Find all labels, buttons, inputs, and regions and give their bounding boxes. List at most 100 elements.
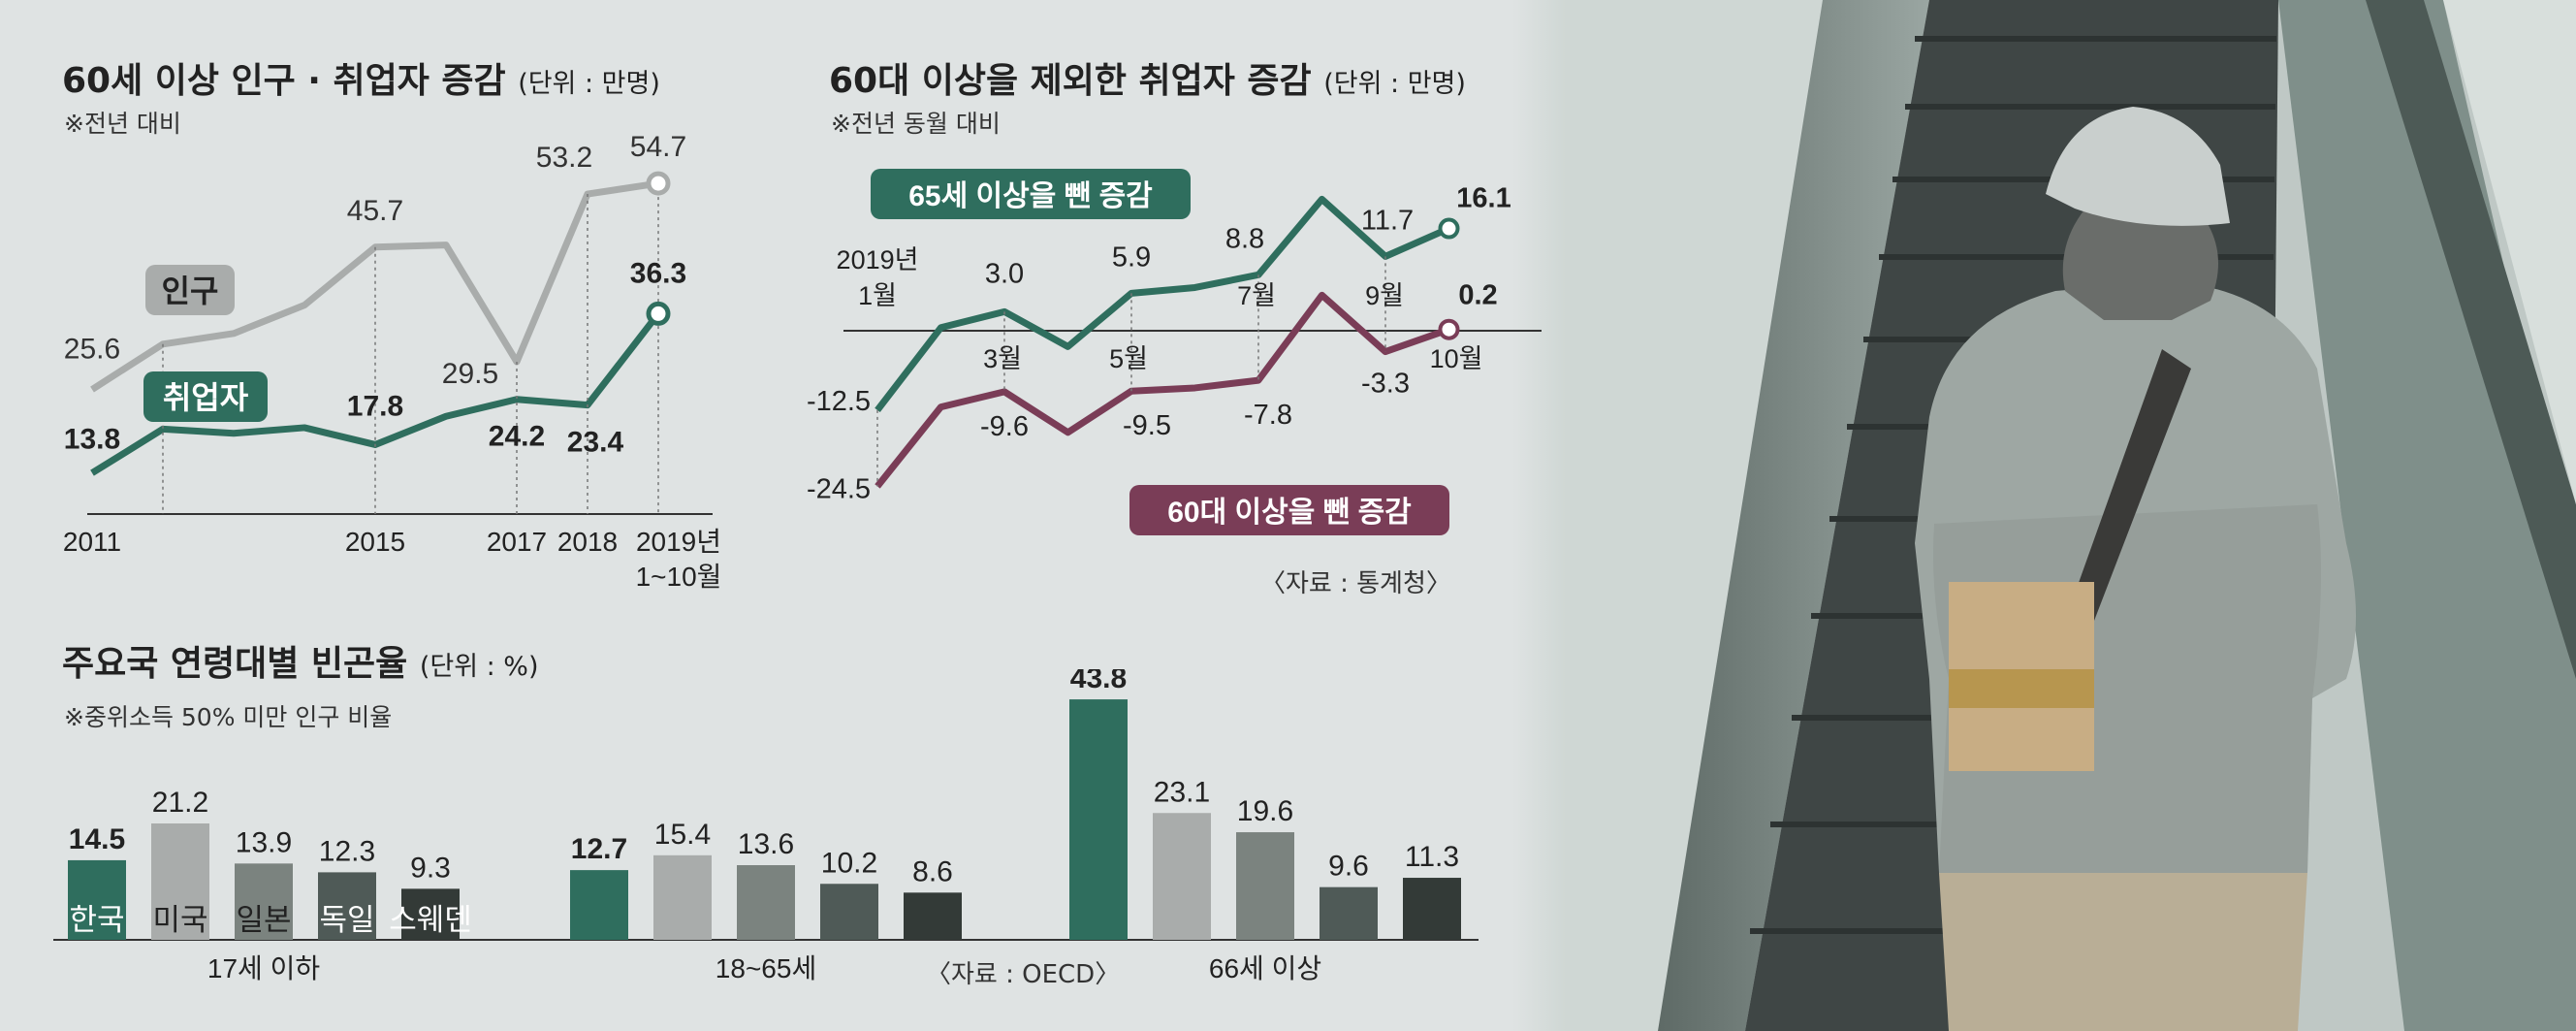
chart3-bar-0-0 xyxy=(68,859,126,940)
chart2-xtick-7: 7월 xyxy=(1237,281,1276,310)
chart3-bar-2-1 xyxy=(1153,813,1211,940)
chart2-excl-65-label-4: 5.9 xyxy=(1112,242,1151,273)
chart1-population-employment: 25.6 45.7 29.5 53.2 54.7 13.8 17.8 24.2 23.4 36.3… xyxy=(63,131,722,592)
chart3-bar-1-0 xyxy=(570,870,628,940)
chart3-value-2-1: 23.1 xyxy=(1154,776,1210,808)
chart3-country-label-2: 일본 xyxy=(236,903,291,937)
chart2-excl-65-label-8: 11.7 xyxy=(1361,205,1414,236)
chart1-population-label-7: 53.2 xyxy=(536,142,592,174)
chart3-value-2-0: 43.8 xyxy=(1070,669,1127,694)
chart1-legend-population: 인구 xyxy=(162,274,219,308)
chart2-legend-excl-65-box xyxy=(871,169,1191,219)
chart3-value-2-3: 9.6 xyxy=(1328,851,1369,883)
chart3-group-label-17under: 17세 이하 xyxy=(207,953,320,983)
chart3-group-label-66plus: 66세 이상 xyxy=(1209,953,1321,983)
chart2-xtick-9: 9월 xyxy=(1365,281,1404,310)
chart3-group-label-18-65: 18~65세 xyxy=(716,953,816,983)
chart2-excl-60-endpoint xyxy=(1438,318,1460,340)
chart1-population-label-4: 45.7 xyxy=(347,195,403,227)
chart2-employment-excl-60plus: -12.5 3.0 5.9 8.8 11.7 16.1 -24.5 -9.6 -9.5 -7.8 -… xyxy=(807,169,1542,535)
chart3-value-0-3: 12.3 xyxy=(319,835,375,867)
chart1-xtick-2015: 2015 xyxy=(345,527,405,557)
chart2-excl-65-label-6: 8.8 xyxy=(1225,223,1264,254)
chart3-value-1-1: 15.4 xyxy=(654,819,711,851)
chart2-xtick-5: 5월 xyxy=(1109,344,1148,373)
chart2-excl-65-label-9: 16.1 xyxy=(1456,183,1511,214)
chart1-employment-label-0: 13.8 xyxy=(64,424,120,456)
chart2-series-excl-60 xyxy=(875,291,1450,489)
chart1-note: ※전년 대비 xyxy=(64,110,181,138)
chart1-population-endpoint xyxy=(646,171,671,196)
chart1-employment-label-4: 17.8 xyxy=(347,390,403,422)
chart3-value-2-4: 11.3 xyxy=(1405,841,1459,873)
chart3-bar-0-4 xyxy=(401,888,460,940)
chart2-legend-excl-60-box xyxy=(1129,485,1449,535)
chart1-unit: (단위 : 만명) xyxy=(518,69,660,99)
chart3-bar-2-0 xyxy=(1069,699,1128,940)
chart1-xtick-2018: 2018 xyxy=(557,527,618,557)
chart3-bar-0-3 xyxy=(318,872,376,940)
chart3-note: ※중위소득 50% 미만 인구 비율 xyxy=(64,703,393,731)
chart1-xtick-2019: 2019년 xyxy=(636,527,721,557)
chart1-xtick-2019-range: 1~10월 xyxy=(636,562,722,592)
chart2-xtick-start-year: 2019년 xyxy=(837,245,919,274)
chart2-excl-60-label-6: -7.8 xyxy=(1244,400,1292,431)
chart3-value-0-4: 9.3 xyxy=(410,852,451,884)
chart2-excl-60-label-0: -24.5 xyxy=(807,473,871,504)
chart3-value-0-1: 21.2 xyxy=(152,787,208,819)
chart2-unit: (단위 : 만명) xyxy=(1323,69,1466,99)
chart3-value-1-0: 12.7 xyxy=(571,833,627,865)
chart2-xtick-start-month: 1월 xyxy=(858,281,897,310)
chart2-excl-60-label-2: -9.6 xyxy=(980,411,1029,442)
chart1-population-label-8: 54.7 xyxy=(630,131,686,163)
chart3-value-2-2: 19.6 xyxy=(1237,795,1293,827)
chart3-country-label-3: 독일 xyxy=(319,903,374,937)
chart2-excl-60-label-9: 0.2 xyxy=(1458,280,1497,311)
chart1-legend-employment: 취업자 xyxy=(163,380,249,415)
chart3-bar-1-1 xyxy=(653,854,712,940)
chart1-employment-label-7: 23.4 xyxy=(567,427,624,459)
chart3-title: 주요국 연령대별 빈곤율 (단위 : %) xyxy=(62,644,539,684)
chart2-legend-excl-60: 60대 이상을 뺀 증감 xyxy=(1167,497,1412,529)
chart3-country-label-0: 한국 xyxy=(69,903,124,937)
chart2-excl-65-label-0: -12.5 xyxy=(807,386,871,417)
chart2-excl-65-endpoint xyxy=(1438,217,1460,240)
chart3-bar-2-2 xyxy=(1236,832,1294,940)
chart3-bar-0-2 xyxy=(235,863,293,940)
chart3-bar-1-4 xyxy=(904,892,962,940)
chart1-employment-label-6: 24.2 xyxy=(489,421,545,453)
chart3-value-1-4: 8.6 xyxy=(912,855,953,887)
chart1-xtick-2011: 2011 xyxy=(63,527,121,557)
chart1-employment-endpoint xyxy=(646,301,671,326)
chart3-value-0-2: 13.9 xyxy=(236,826,292,858)
chart3-country-label-1: 미국 xyxy=(152,903,207,937)
chart3-bar-1-3 xyxy=(820,884,878,940)
chart3-source: 〈자료 : OECD〉 xyxy=(926,960,1121,989)
chart2-legend-excl-65: 65세 이상을 뺀 증감 xyxy=(908,180,1153,212)
chart3-country-label-4: 스웨덴 xyxy=(389,903,472,937)
chart1-population-label-0: 25.6 xyxy=(64,334,120,366)
chart3-value-1-3: 10.2 xyxy=(821,847,877,879)
chart3-value-0-0: 14.5 xyxy=(69,823,125,855)
chart2-excl-60-label-8: -3.3 xyxy=(1361,369,1410,400)
chart3-bar-1-2 xyxy=(737,865,795,940)
chart1-employment-label-8: 36.3 xyxy=(630,257,686,289)
chart2-source: 〈자료 : 통계청〉 xyxy=(1260,569,1451,598)
chart1-legend-population-box xyxy=(145,265,235,315)
chart1-population-label-6: 29.5 xyxy=(442,358,498,390)
chart1-xtick-2017: 2017 xyxy=(487,527,547,557)
chart2-title: 60대 이상을 제외한 취업자 증감 (단위 : 만명) xyxy=(829,61,1466,101)
chart2-xtick-3: 3월 xyxy=(983,344,1022,373)
chart3-poverty-rate: 14.5 한국 21.2 미국 13.9 일본 12.3 독일 9.3 스웨덴 12.7 15.4 13… xyxy=(53,669,1479,983)
chart1-title: 60세 이상 인구 · 취업자 증감 (단위 : 만명) xyxy=(62,61,660,101)
chart2-note: ※전년 동월 대비 xyxy=(831,110,1001,138)
chart2-series-excl-65 xyxy=(875,195,1450,413)
chart2-xtick-10: 10월 xyxy=(1430,344,1483,373)
chart3-bar-0-1 xyxy=(151,823,209,940)
chart2-excl-65-label-2: 3.0 xyxy=(985,258,1024,289)
chart3-bar-2-4 xyxy=(1403,878,1461,940)
chart2-excl-60-label-4: -9.5 xyxy=(1123,410,1171,441)
chart3-value-1-2: 13.6 xyxy=(738,828,794,860)
chart3-unit: (단위 : %) xyxy=(419,652,539,682)
